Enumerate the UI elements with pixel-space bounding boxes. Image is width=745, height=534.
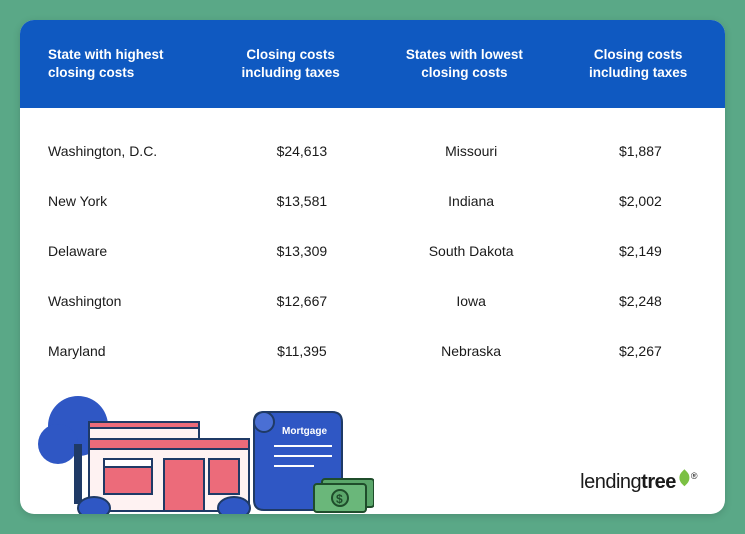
cell-low-cost: $2,248: [556, 293, 725, 309]
table-row: Washington $12,667 Iowa $2,248: [20, 276, 725, 326]
logo-text-a: lending: [580, 471, 641, 493]
cell-high-state: Delaware: [20, 243, 217, 259]
cell-low-state: Nebraska: [387, 343, 556, 359]
mortgage-label: Mortgage: [282, 426, 327, 437]
col-header-high-cost: Closing costs including taxes: [204, 32, 378, 96]
cell-low-cost: $2,267: [556, 343, 725, 359]
house-mortgage-icon: Mortgage $: [34, 384, 374, 514]
cell-high-state: Washington: [20, 293, 217, 309]
cell-high-cost: $13,581: [217, 193, 386, 209]
cell-high-cost: $24,613: [217, 143, 386, 159]
cell-high-cost: $13,309: [217, 243, 386, 259]
table-header-row: State with highest closing costs Closing…: [20, 20, 725, 108]
cell-low-state: Iowa: [387, 293, 556, 309]
cell-low-cost: $2,002: [556, 193, 725, 209]
table-row: Delaware $13,309 South Dakota $2,149: [20, 226, 725, 276]
cell-low-state: South Dakota: [387, 243, 556, 259]
lendingtree-logo: lendingtree ®: [580, 471, 697, 494]
table-row: Maryland $11,395 Nebraska $2,267: [20, 326, 725, 376]
footer-area: Mortgage $ lendingtree ®: [20, 384, 725, 514]
col-header-low-state: States with lowest closing costs: [378, 32, 552, 96]
col-header-low-cost: Closing costs including taxes: [551, 32, 725, 96]
cell-high-state: Maryland: [20, 343, 217, 359]
cell-high-cost: $12,667: [217, 293, 386, 309]
cell-high-cost: $11,395: [217, 343, 386, 359]
cell-high-state: Washington, D.C.: [20, 143, 217, 159]
infographic-card: State with highest closing costs Closing…: [20, 20, 725, 514]
table-row: New York $13,581 Indiana $2,002: [20, 176, 725, 226]
table-row: Washington, D.C. $24,613 Missouri $1,887: [20, 126, 725, 176]
cell-low-cost: $1,887: [556, 143, 725, 159]
cell-low-state: Indiana: [387, 193, 556, 209]
cell-low-state: Missouri: [387, 143, 556, 159]
table-body: Washington, D.C. $24,613 Missouri $1,887…: [20, 108, 725, 376]
svg-text:$: $: [336, 492, 343, 506]
registered-mark: ®: [691, 471, 697, 481]
cell-high-state: New York: [20, 193, 217, 209]
logo-text-b: tree: [641, 471, 676, 493]
col-header-high-state: State with highest closing costs: [20, 32, 204, 96]
cell-low-cost: $2,149: [556, 243, 725, 259]
